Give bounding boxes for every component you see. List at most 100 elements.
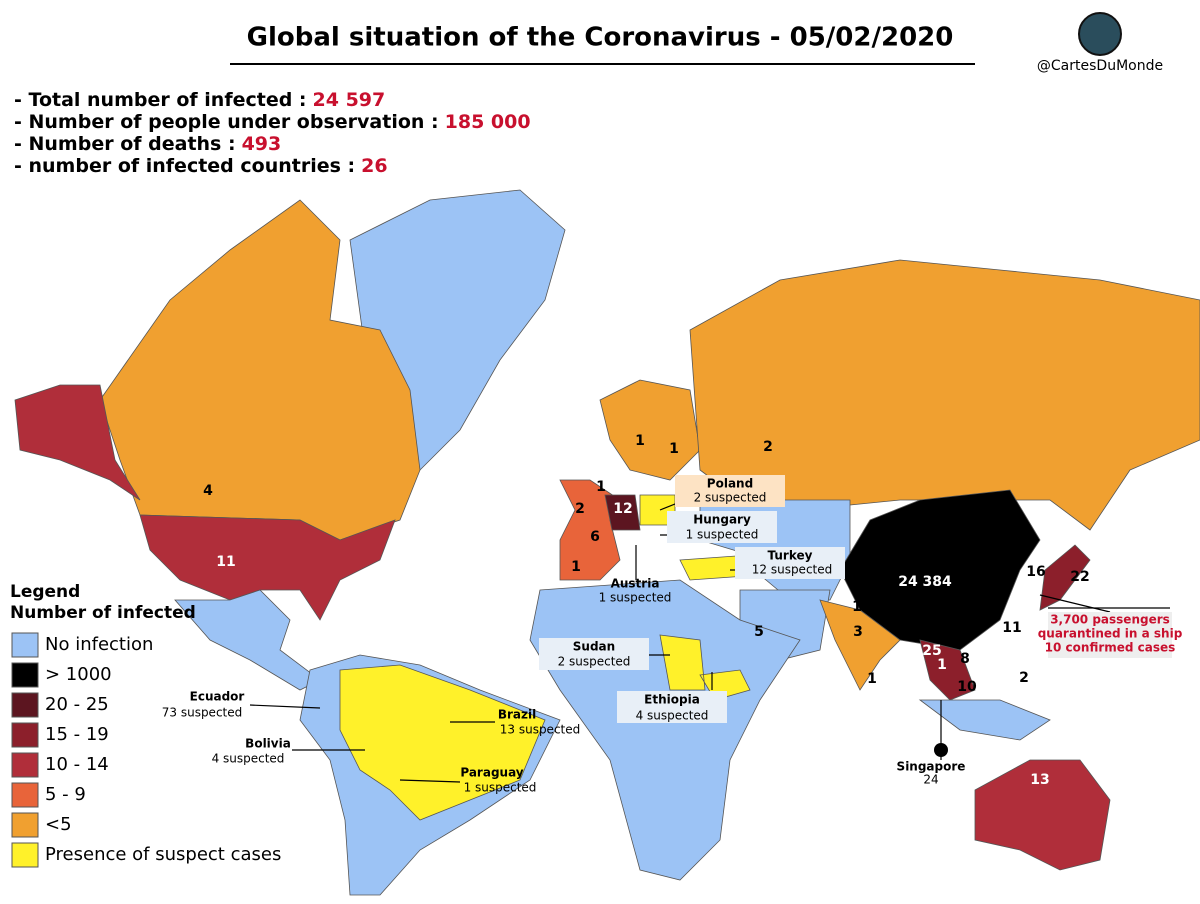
legend-label: > 1000 [45, 664, 112, 685]
legend-label: 10 - 14 [45, 754, 109, 775]
logo [1078, 12, 1122, 56]
callout-note: 1 suspected [464, 781, 537, 795]
stat-line: - number of infected countries : 26 [14, 155, 388, 177]
callout-name: Ecuador [190, 690, 245, 704]
legend-swatch [11, 842, 39, 868]
callout-note: 24 [923, 773, 938, 787]
callout-name: Sudan [573, 640, 615, 654]
stat-line: - Number of deaths : 493 [14, 133, 281, 155]
country-count: 24 384 [898, 574, 952, 590]
ship-box [1048, 612, 1172, 658]
stat-label: - Number of deaths : [14, 133, 236, 155]
singapore-marker [934, 743, 948, 757]
scandinavia [599, 379, 701, 481]
callout-note: 1 suspected [686, 528, 759, 542]
country-count: 11 [1002, 620, 1021, 636]
callout-name: Ethiopia [644, 693, 700, 707]
callout-name: Brazil [498, 708, 536, 722]
legend-swatch [11, 722, 39, 748]
germany [604, 494, 641, 531]
legend-swatch [11, 782, 39, 808]
callout-note: 2 suspected [694, 491, 767, 505]
country-count: 2 [1019, 670, 1029, 686]
legend-label: <5 [45, 814, 72, 835]
legend: Legend Number of infected No infection > … [10, 582, 281, 868]
title: Global situation of the Coronavirus - 05… [247, 23, 954, 53]
callout-box [667, 511, 777, 543]
callout-name: Paraguay [460, 766, 523, 780]
ship-note-line: 10 confirmed cases [1045, 641, 1176, 655]
stat-value: 24 597 [313, 89, 386, 111]
stat-label: - Total number of infected : [14, 89, 307, 111]
callout-box [617, 691, 727, 723]
map [14, 189, 1200, 896]
country-count: 1 [937, 657, 947, 673]
callout-box [735, 547, 845, 579]
callout-note: 13 suspected [500, 723, 581, 737]
callout-note: 4 suspected [212, 752, 285, 766]
stat-label: - number of infected countries : [14, 155, 355, 177]
country-count: 10 [957, 679, 977, 695]
legend-label: 15 - 19 [45, 724, 109, 745]
country-count: 2 [575, 501, 585, 517]
country-count: 13 [1030, 772, 1049, 788]
callout-note: 1 suspected [599, 591, 672, 605]
callout-name: Hungary [693, 513, 751, 527]
callout-name: Bolivia [245, 737, 291, 751]
callout-note: 73 suspected [162, 706, 243, 720]
ship-note-line: 3,700 passengers [1050, 613, 1170, 627]
country-count: 2 [763, 439, 773, 455]
central-america [174, 589, 321, 691]
india [819, 599, 901, 691]
country-count: 6 [590, 529, 600, 545]
country-count: 16 [1026, 564, 1045, 580]
indonesia [918, 699, 1051, 741]
country-count: 1 [635, 433, 645, 449]
country-count: 1 [596, 479, 606, 495]
legend-label: Presence of suspect cases [45, 844, 281, 865]
southeast-asia [919, 639, 976, 701]
stat-value: 493 [242, 133, 282, 155]
stat-line: - Number of people under observation : 18… [14, 111, 531, 133]
stat-label: - Number of people under observation : [14, 111, 439, 133]
legend-label: 20 - 25 [45, 694, 109, 715]
legend-swatch [11, 692, 39, 718]
legend-swatch [11, 632, 39, 658]
alaska [14, 384, 141, 501]
stats: - Total number of infected :24 597- Numb… [14, 89, 531, 177]
legend-subtitle: Number of infected [10, 603, 196, 623]
stat-value: 26 [361, 155, 387, 177]
country-count: 1 [571, 559, 581, 575]
country-count: 8 [960, 651, 970, 667]
stat-value: 185 000 [445, 111, 531, 133]
country-count: 1 [867, 671, 877, 687]
usa [139, 514, 396, 621]
callout-note: 12 suspected [752, 563, 833, 577]
country-count: 22 [1070, 569, 1089, 585]
callout-name: Austria [611, 577, 660, 591]
handle: @CartesDuMonde [1037, 58, 1163, 74]
legend-label: No infection [45, 634, 153, 655]
callout-box [675, 475, 785, 507]
country-count: 1 [852, 599, 862, 615]
legend-label: 5 - 9 [45, 784, 86, 805]
legend-swatch [11, 752, 39, 778]
country-count: 3 [853, 624, 863, 640]
legend-title: Legend [10, 582, 80, 602]
callout-box [539, 638, 649, 670]
japan [1039, 544, 1091, 611]
stat-line: - Total number of infected : 24 597 [14, 89, 385, 111]
brazil [339, 664, 546, 821]
australia [974, 759, 1111, 871]
legend-swatch [11, 662, 39, 688]
callout-name: Poland [707, 477, 753, 491]
country-count: 11 [216, 554, 235, 570]
country-count: 12 [613, 501, 632, 517]
country-count: 25 [922, 643, 941, 659]
country-count: 5 [754, 624, 764, 640]
callout-note: 2 suspected [558, 655, 631, 669]
